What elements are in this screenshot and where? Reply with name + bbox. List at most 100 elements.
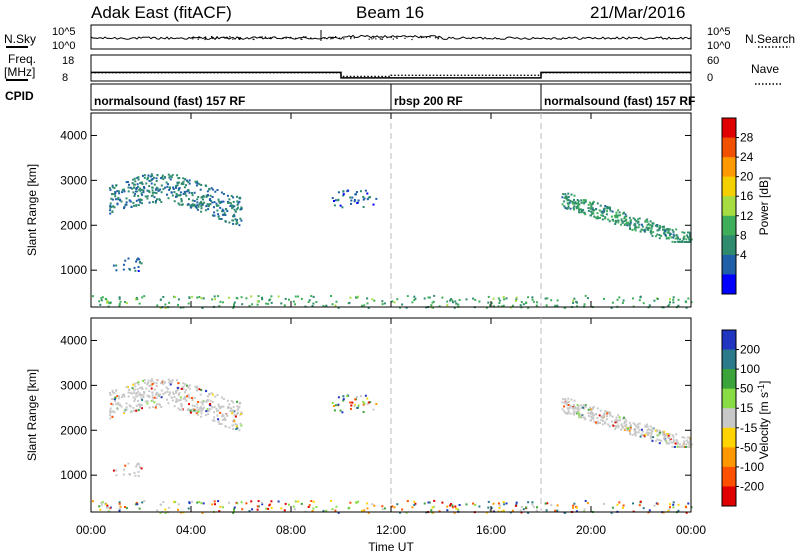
- beam-title: Beam 16: [356, 3, 424, 22]
- velocity-echo-cell: [574, 406, 577, 409]
- velocity-echo-cell: [123, 395, 126, 398]
- velocity-echo-cell: [209, 403, 212, 405]
- velocity-echo-cell: [675, 439, 678, 442]
- velocity-echo-cell: [322, 509, 325, 512]
- noise-search-dot: [350, 38, 352, 40]
- power-echo-cell: [144, 195, 147, 198]
- velocity-echo-cell: [134, 503, 137, 506]
- velocity-echo-cell: [188, 403, 190, 406]
- velocity-echo-cell: [685, 511, 688, 514]
- power-echo-cell: [670, 236, 673, 239]
- velocity-colorbar-tick-label: -100: [740, 460, 764, 474]
- velocity-echo-cell: [334, 404, 337, 407]
- noise-trace: [90, 30, 692, 41]
- power-echo-cell: [132, 178, 135, 181]
- power-echo-cell: [583, 211, 586, 214]
- power-echo-cell: [600, 210, 603, 213]
- power-echo-cell: [677, 237, 679, 239]
- velocity-echo-cell: [406, 500, 409, 503]
- noise-search-dot: [264, 36, 266, 38]
- power-echo-cell: [233, 213, 236, 216]
- power-echo-cell: [627, 222, 630, 225]
- power-echo-cell: [141, 296, 144, 299]
- velocity-echo-cell: [221, 413, 224, 416]
- velocity-echo-cell: [667, 510, 670, 512]
- velocity-echo-cell: [623, 422, 626, 425]
- power-echo-cell: [567, 205, 570, 208]
- power-echo-cell: [240, 207, 243, 210]
- power-echo-cell: [300, 297, 303, 300]
- velocity-echo-cell: [209, 408, 212, 411]
- velocity-echo-cell: [162, 393, 165, 396]
- velocity-echo-cell: [330, 500, 332, 502]
- power-echo-cell: [178, 203, 181, 206]
- power-echo-cell: [224, 214, 227, 216]
- velocity-echo-cell: [658, 429, 661, 432]
- power-echo-cell: [137, 198, 140, 201]
- velocity-echo-cell: [573, 410, 576, 413]
- power-echo-cell: [283, 304, 286, 307]
- velocity-echo-cell: [108, 392, 111, 395]
- power-echo-cell: [356, 202, 359, 204]
- velocity-echo-cell: [631, 433, 634, 436]
- power-echo-cell: [573, 208, 575, 211]
- power-echo-cell: [556, 299, 559, 302]
- velocity-echo-cell: [238, 429, 241, 432]
- velocity-echo-cell: [217, 403, 220, 406]
- power-echo-cell: [531, 296, 534, 299]
- power-echo-cell: [372, 203, 375, 206]
- power-echo-cell: [151, 191, 154, 194]
- power-echo-cell: [151, 178, 154, 180]
- velocity-echo-cell: [297, 500, 300, 503]
- velocity-colorbar-label-main: Velocity [m s: [757, 392, 771, 459]
- power-echo-cell: [673, 241, 676, 243]
- velocity-echo-cell: [172, 391, 175, 394]
- power-echo-cell: [142, 189, 145, 192]
- cpid-segment-label: normalsound (fast) 157 RF: [544, 94, 695, 108]
- velocity-echo-cell: [650, 432, 653, 435]
- velocity-echo-cell: [135, 501, 138, 504]
- velocity-echo-cell: [265, 507, 268, 510]
- velocity-echo-cell: [125, 386, 128, 389]
- velocity-echo-cell: [675, 433, 678, 436]
- power-echo-cell: [572, 202, 575, 205]
- velocity-echo-cell: [134, 474, 137, 477]
- velocity-echo-cell: [591, 408, 594, 411]
- velocity-echo-cell: [140, 467, 143, 470]
- power-echo-cell: [182, 177, 185, 180]
- power-echo-cell: [135, 260, 138, 263]
- power-echo-cell: [172, 188, 175, 190]
- power-echo-cell: [187, 181, 190, 184]
- power-echo-cell: [591, 203, 594, 206]
- velocity-echo-cell: [168, 393, 171, 396]
- power-echo-cell: [175, 186, 178, 189]
- power-echo-cell: [673, 235, 676, 237]
- velocity-echo-cell: [147, 379, 150, 382]
- velocity-echo-cell: [573, 502, 576, 505]
- velocity-echo-cell: [176, 389, 179, 392]
- power-echo-cell: [608, 206, 611, 209]
- velocity-echo-cell: [527, 501, 530, 504]
- power-echo-cell: [639, 230, 642, 233]
- velocity-echo-cell: [474, 503, 477, 506]
- velocity-echo-cell: [567, 404, 570, 406]
- power-echo-cell: [294, 303, 296, 306]
- velocity-echo-cell: [670, 441, 673, 444]
- velocity-echo-cell: [505, 502, 508, 505]
- power-echo-cell: [135, 296, 138, 299]
- velocity-echo-cell: [106, 506, 108, 509]
- power-echo-cell: [312, 302, 315, 305]
- velocity-echo-cell: [668, 508, 671, 511]
- velocity-echo-cell: [236, 408, 239, 411]
- power-echo-cell: [667, 305, 670, 307]
- velocity-echo-cell: [173, 396, 176, 398]
- velocity-echo-cell: [187, 386, 190, 389]
- velocity-echo-cell: [148, 406, 151, 409]
- power-echo-cell: [656, 233, 659, 236]
- power-echo-cell: [617, 219, 620, 222]
- power-echo-cell: [351, 196, 354, 199]
- velocity-echo-cell: [567, 410, 570, 413]
- velocity-echo-cell: [130, 411, 133, 413]
- power-echo-cell: [603, 297, 605, 300]
- power-echo-cell: [117, 196, 120, 199]
